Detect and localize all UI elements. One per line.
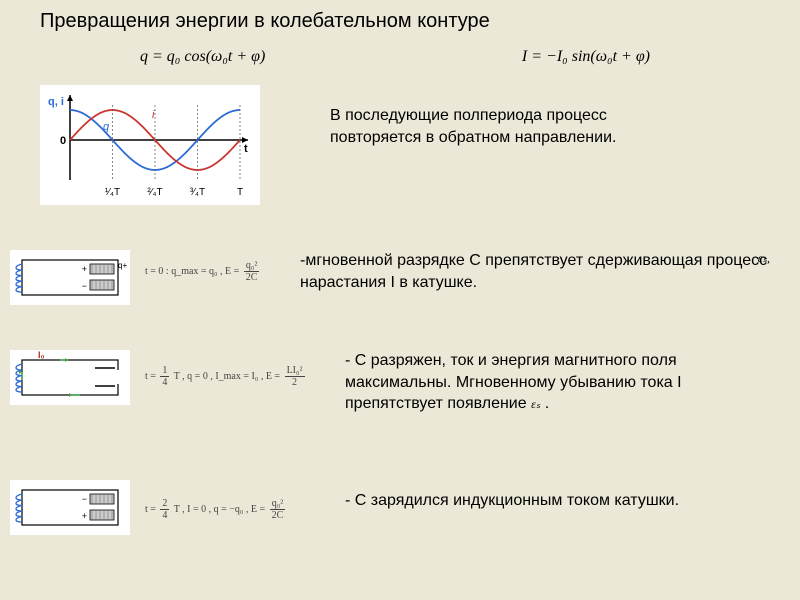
svg-text:³⁄₄T: ³⁄₄T: [190, 187, 205, 198]
mini-formula-2: t = 1 4 T , q = 0 , I_max = I₀ , E = LI₀…: [145, 365, 305, 388]
circuit-stage-1: + − q+: [10, 250, 130, 305]
stage1-text: -мгновенной разрядке С препятствует εₛ, …: [300, 250, 770, 293]
stage2-text: - С разряжен, ток и энергия магнитного п…: [345, 350, 765, 415]
eps-symbol-1: εₛ,: [758, 250, 770, 266]
mf2ft: 1: [160, 365, 169, 377]
mf3fb2: 2C: [270, 510, 286, 521]
mf2ft2: LI₀²: [285, 365, 305, 377]
svg-text:+: +: [82, 511, 87, 521]
svg-text:t: t: [244, 143, 248, 155]
svg-text:0: 0: [60, 135, 66, 147]
stage2-prefix: - С разряжен, ток и энергия магнитного п…: [345, 352, 682, 412]
half-period-text: В последующие полпериода процесс повторя…: [330, 105, 650, 148]
page-title: Превращения энергии в колебательном конт…: [40, 10, 490, 33]
svg-text:T: T: [237, 187, 243, 198]
mf1-bot: 2C: [244, 272, 260, 283]
mf3m: T , I = 0 , q = −q₀ , E =: [174, 504, 265, 515]
graph-svg: ¹⁄₄T ²⁄₄T ³⁄₄T Tq, i 0 t q i: [40, 85, 260, 205]
mf3ft: 2: [160, 498, 169, 510]
mf1-top: q₀²: [244, 260, 260, 272]
mini-formula-3: t = 2 4 T , I = 0 , q = −q₀ , E = q₀² 2C: [145, 498, 285, 521]
mini-formula-1: t = 0 : q_max = q₀ , E = q₀² 2C: [145, 260, 259, 283]
formula-row: q = q₀ cos(ω₀t + φ) I = −I₀ sin(ω₀t + φ): [140, 48, 660, 66]
formula-I: I = −I₀ sin(ω₀t + φ): [522, 48, 650, 66]
mf3ft2: q₀²: [270, 498, 286, 510]
oscillation-graph: ¹⁄₄T ²⁄₄T ³⁄₄T Tq, i 0 t q i: [40, 85, 260, 205]
svg-text:q: q: [103, 121, 110, 133]
circuit-stage-2: I₀: [10, 350, 130, 405]
svg-text:¹⁄₄T: ¹⁄₄T: [105, 187, 120, 198]
svg-text:²⁄₄T: ²⁄₄T: [147, 187, 162, 198]
stage2-suffix: .: [545, 395, 549, 412]
mf2fb2: 2: [285, 377, 305, 388]
svg-text:q+: q+: [118, 261, 127, 270]
mf3a: t =: [145, 504, 156, 515]
mf3fb: 4: [160, 510, 169, 521]
svg-text:q, i: q, i: [48, 96, 64, 108]
mf2m: T , q = 0 , I_max = I₀ , E =: [174, 371, 280, 382]
stage1-prefix: мгновенной разрядке С препятствует: [305, 252, 587, 269]
formula-q: q = q₀ cos(ω₀t + φ): [140, 48, 265, 66]
mf1-lhs: t = 0 : q_max = q₀ , E =: [145, 266, 239, 277]
stage3-text: - С зарядился индукционным током катушки…: [345, 490, 765, 512]
eps-symbol-2: εₛ: [531, 397, 540, 411]
svg-text:−: −: [82, 494, 87, 504]
mf2fb: 4: [160, 377, 169, 388]
svg-text:I₀: I₀: [38, 350, 45, 360]
mf2a: t =: [145, 371, 156, 382]
svg-text:+: +: [82, 264, 87, 274]
circuit-stage-3: −+: [10, 480, 130, 535]
svg-text:i: i: [152, 109, 155, 121]
svg-text:−: −: [82, 281, 87, 291]
